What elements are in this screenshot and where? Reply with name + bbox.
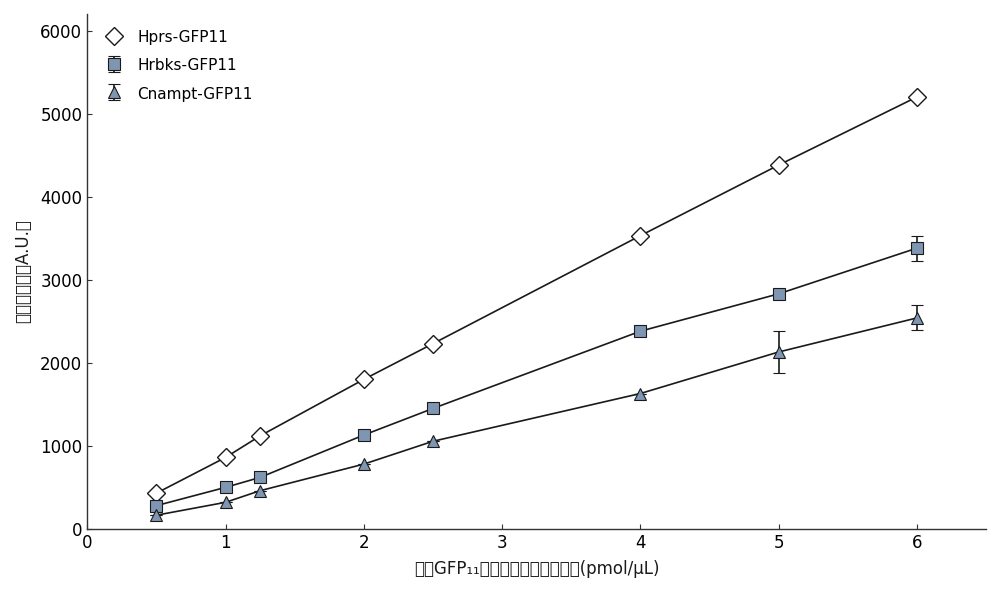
Hprs-GFP11: [358, 376, 370, 383]
Hprs-GFP11: [911, 94, 923, 101]
Hprs-GFP11: [220, 454, 232, 461]
Hprs-GFP11: [634, 232, 646, 239]
Hprs-GFP11: [427, 340, 439, 348]
Line: Hprs-GFP11: Hprs-GFP11: [150, 91, 923, 500]
X-axis label: 带有GFP₁₁短肽的不同蛋白的浓度(pmol/μL): 带有GFP₁₁短肽的不同蛋白的浓度(pmol/μL): [414, 560, 659, 578]
Hprs-GFP11: [254, 432, 266, 439]
Hprs-GFP11: [150, 490, 162, 497]
Legend: Hprs-GFP11, Hrbks-GFP11, Cnampt-GFP11: Hprs-GFP11, Hrbks-GFP11, Cnampt-GFP11: [95, 21, 261, 109]
Hprs-GFP11: [773, 162, 785, 169]
Y-axis label: 荧光强度值（A.U.）: 荧光强度值（A.U.）: [14, 220, 32, 323]
